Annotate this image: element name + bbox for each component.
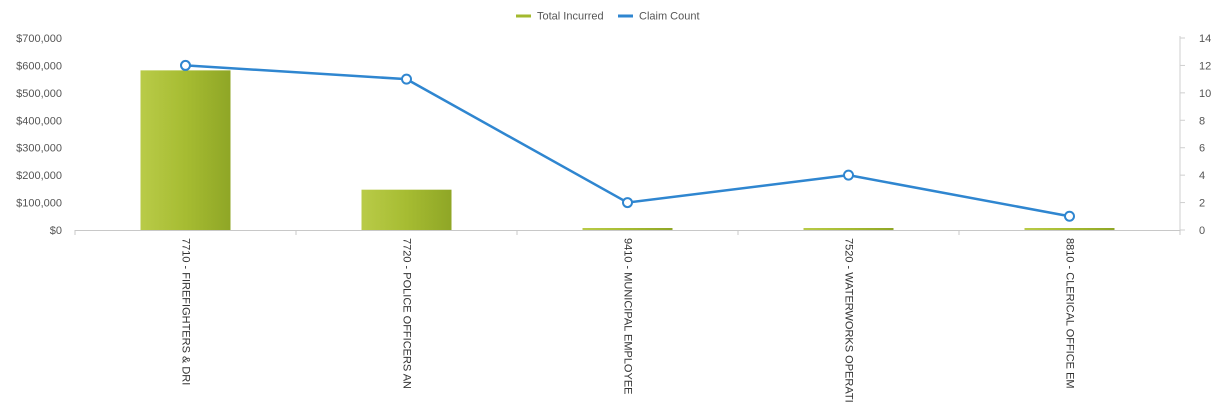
bar-total-incurred: [361, 189, 452, 230]
y-left-tick-label: $300,000: [16, 143, 62, 155]
series-line-claim-count: [185, 64, 1070, 218]
x-category-label: 7710 - FIREFIGHTERS & DRI: [180, 238, 192, 385]
y-right-tick-label: 2: [1199, 198, 1205, 210]
point-claim-count: [180, 59, 191, 71]
bar-total-incurred: [1024, 228, 1115, 230]
y-left-tick-label: $0: [50, 225, 62, 237]
y-left-tick-label: $200,000: [16, 170, 62, 182]
y-right-tick-label: 14: [1199, 33, 1211, 45]
x-category-label: 8810 - CLERICAL OFFICE EM: [1064, 238, 1076, 389]
y-left-tick-label: $500,000: [16, 88, 62, 100]
y-right-tick-label: 0: [1199, 225, 1205, 237]
x-category-label: 7720 - POLICE OFFICERS AN: [401, 238, 413, 389]
legend-label-total-incurred: Total Incurred: [537, 11, 604, 23]
y-left-tick-label: $100,000: [16, 198, 62, 210]
bar-total-incurred: [803, 228, 894, 230]
bar-total-incurred: [140, 70, 231, 230]
bar-total-incurred: [582, 228, 673, 230]
y-right-tick-label: 8: [1199, 115, 1205, 127]
point-claim-count: [1064, 210, 1075, 222]
x-category-label: 9410 - MUNICIPAL EMPLOYEE: [622, 238, 634, 395]
y-right-tick-label: 10: [1199, 88, 1211, 100]
y-left-tick-label: $400,000: [16, 115, 62, 127]
point-claim-count: [622, 197, 633, 209]
y-right-tick-label: 12: [1199, 60, 1211, 72]
legend-label-claim-count: Claim Count: [639, 11, 700, 23]
y-right-tick-label: 6: [1199, 143, 1205, 155]
y-left-tick-label: $700,000: [16, 33, 62, 45]
y-right-tick-label: 4: [1199, 170, 1205, 182]
x-category-label: 7520 - WATERWORKS OPERATI: [843, 238, 855, 403]
y-left-tick-label: $600,000: [16, 60, 62, 72]
point-claim-count: [843, 169, 854, 181]
point-claim-count: [401, 73, 412, 85]
